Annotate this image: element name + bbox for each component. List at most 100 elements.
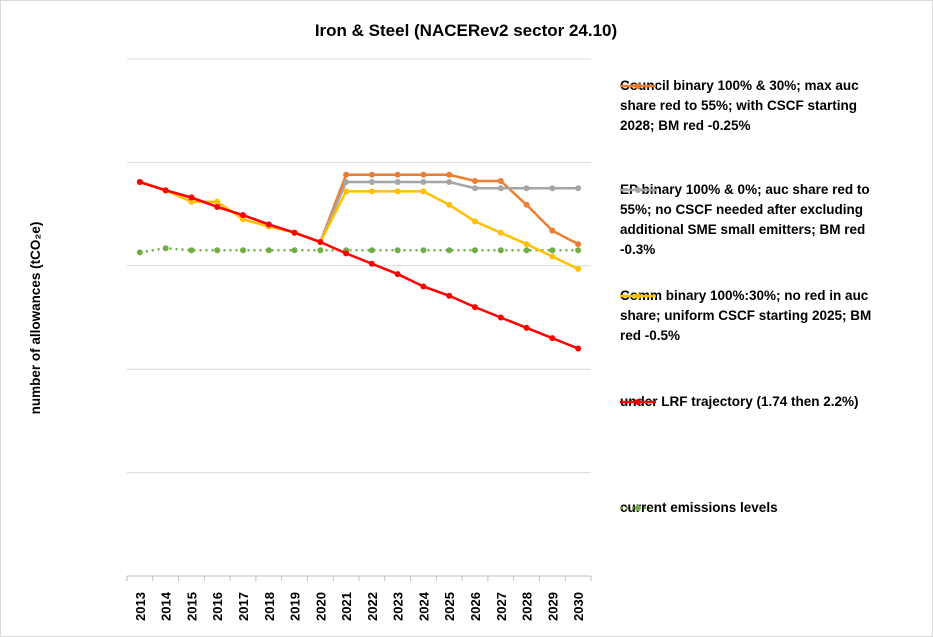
chart-title: Iron & Steel (NACERev2 sector 24.10): [315, 21, 617, 40]
x-tick-label: 2020: [313, 592, 328, 621]
x-tick-label: 2025: [442, 592, 457, 621]
x-tick-label: 2022: [365, 592, 380, 621]
series-line: [139, 180, 579, 271]
data-point: [575, 241, 582, 248]
legend-swatch: [620, 293, 656, 299]
x-tick-label: 2030: [571, 592, 586, 621]
data-point: [523, 185, 530, 192]
x-tick-label: 2015: [184, 592, 199, 621]
data-point: [162, 187, 169, 194]
data-point: [420, 247, 427, 254]
x-tick-label: 2021: [339, 592, 354, 621]
data-point: [549, 185, 556, 192]
x-tick-label: 2017: [236, 592, 251, 621]
data-point: [343, 188, 350, 195]
data-point: [549, 247, 556, 254]
data-point: [523, 324, 530, 331]
data-point: [291, 229, 298, 236]
data-point: [343, 179, 350, 186]
data-point: [446, 171, 453, 178]
data-point: [368, 188, 375, 195]
data-point: [549, 227, 556, 234]
legend-swatch: [620, 187, 656, 193]
data-point: [214, 203, 221, 210]
data-point: [420, 179, 427, 186]
data-point: [523, 201, 530, 208]
data-point: [472, 178, 478, 185]
x-tick-label: 2028: [520, 592, 535, 621]
data-point: [265, 221, 272, 228]
legend-marker: [635, 505, 641, 511]
legend-label: EP binary 100% & 0%; auc share red to 55…: [620, 182, 870, 257]
data-point: [575, 345, 582, 352]
data-point: [291, 247, 298, 254]
data-point: [368, 247, 375, 254]
data-point: [497, 229, 504, 236]
data-point: [240, 212, 246, 219]
x-tick-label: 2024: [416, 591, 431, 621]
data-point: [343, 250, 350, 257]
data-point: [394, 171, 401, 178]
data-point: [497, 178, 504, 185]
data-point: [446, 179, 453, 186]
data-point: [472, 218, 478, 225]
x-tick-label: 2029: [545, 592, 560, 621]
data-point: [214, 198, 221, 205]
data-point: [472, 247, 478, 254]
data-point: [420, 283, 427, 290]
x-tick-label: 2016: [210, 592, 225, 621]
data-point: [162, 245, 169, 252]
data-point: [317, 239, 324, 246]
data-point: [240, 247, 246, 254]
legend-label: Council binary 100% & 30%; max auc share…: [620, 78, 859, 133]
x-tick-label: 2027: [494, 592, 509, 621]
series-line: [139, 246, 579, 254]
data-point: [497, 247, 504, 254]
data-point: [394, 247, 401, 254]
data-point: [446, 247, 453, 254]
data-point: [523, 247, 530, 254]
data-point: [472, 185, 478, 192]
data-point: [420, 171, 427, 178]
data-point: [240, 216, 246, 223]
legend-item: Council binary 100% & 30%; max auc share…: [620, 76, 920, 136]
series-line: [139, 180, 579, 350]
legend-swatch: [620, 399, 656, 405]
legend-marker: [635, 399, 641, 405]
legend-item: Comm binary 100%:30%; no red in auc shar…: [620, 286, 920, 346]
data-point: [368, 179, 375, 186]
data-point: [214, 247, 221, 254]
data-point: [497, 314, 504, 321]
data-point: [575, 185, 582, 192]
data-point: [523, 241, 530, 248]
data-point: [394, 188, 401, 195]
y-axis-label: number of allowances (tCO₂e): [28, 222, 43, 415]
legend-label: current emissions levels: [620, 500, 778, 515]
data-point: [575, 265, 582, 272]
data-point: [265, 247, 272, 254]
legend-swatch: [620, 83, 656, 89]
data-point: [575, 247, 582, 254]
legend-item: current emissions levels: [620, 498, 920, 518]
legend-marker: [635, 187, 641, 193]
data-point: [446, 201, 453, 208]
data-point: [136, 249, 143, 256]
x-tick-label: 2013: [133, 592, 148, 621]
data-point: [472, 304, 478, 311]
data-point: [420, 188, 427, 195]
x-tick-label: 2019: [288, 592, 303, 621]
data-point: [549, 335, 556, 342]
x-tick-label: 2023: [391, 592, 406, 621]
legend-swatch: [620, 505, 656, 511]
legend-label: under LRF trajectory (1.74 then 2.2%): [620, 394, 859, 409]
data-point: [343, 171, 350, 178]
data-point: [188, 198, 195, 205]
legend-item: under LRF trajectory (1.74 then 2.2%): [620, 392, 920, 412]
data-point: [446, 292, 453, 299]
data-point: [497, 185, 504, 192]
legend-marker: [635, 83, 641, 89]
legend-item: EP binary 100% & 0%; auc share red to 55…: [620, 180, 920, 260]
